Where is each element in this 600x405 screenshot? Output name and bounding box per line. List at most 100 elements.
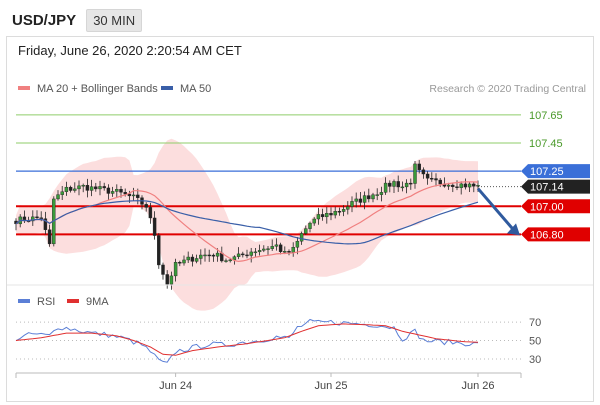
legend-swatch-rsi bbox=[18, 299, 30, 303]
bollinger-bands bbox=[16, 138, 478, 311]
candle-body bbox=[404, 182, 409, 188]
candle-body bbox=[157, 235, 161, 266]
candle-body bbox=[152, 217, 157, 236]
candle-body bbox=[375, 194, 379, 196]
candle-body bbox=[341, 209, 346, 212]
current-price-tag-bg bbox=[521, 179, 590, 194]
candlesticks bbox=[14, 160, 480, 290]
candle-body bbox=[186, 256, 190, 261]
candle-body bbox=[446, 184, 451, 187]
legend-label-rsi: RSI bbox=[37, 296, 55, 308]
candle-body bbox=[241, 253, 245, 256]
chart-panel bbox=[6, 36, 594, 402]
projection-arrow-head bbox=[507, 223, 520, 236]
current-price-tag-label: 107.14 bbox=[530, 182, 564, 194]
candle-body bbox=[115, 189, 119, 192]
candle-body bbox=[94, 186, 98, 190]
bollinger-band-area bbox=[16, 138, 478, 311]
candle-body bbox=[228, 259, 232, 262]
moving-averages bbox=[15, 181, 520, 263]
candle-body bbox=[459, 183, 463, 188]
candle-body bbox=[362, 195, 367, 203]
candle-body bbox=[295, 240, 300, 248]
candle-body bbox=[455, 186, 459, 188]
timestamp: Friday, June 26, 2020 2:20:54 AM CET bbox=[18, 43, 242, 58]
candle-body bbox=[312, 218, 316, 224]
candle-body bbox=[409, 182, 413, 185]
x-tick-label-2: Jun 25 bbox=[314, 380, 347, 392]
support-tag-2-bg bbox=[521, 227, 590, 242]
support-tag-1-bg bbox=[521, 199, 590, 214]
ma50-line bbox=[15, 200, 479, 245]
candle-body bbox=[102, 186, 106, 189]
candle-body bbox=[274, 244, 279, 247]
symbol-title: USD/JPY bbox=[12, 11, 77, 29]
candle-body bbox=[249, 251, 253, 256]
legend-label-ma20: MA 20 + Bollinger Bands bbox=[37, 83, 158, 95]
candle-body bbox=[367, 195, 371, 200]
candle-body bbox=[278, 244, 283, 252]
candle-body bbox=[253, 251, 258, 254]
candle-body bbox=[287, 251, 291, 253]
candle-body bbox=[224, 260, 228, 262]
candle-body bbox=[417, 163, 421, 171]
legend-swatch-ma50 bbox=[161, 86, 173, 90]
candle-body bbox=[64, 186, 69, 192]
candle-body bbox=[270, 246, 274, 249]
legend-swatch-9ma bbox=[67, 299, 79, 303]
candle-body bbox=[43, 218, 48, 230]
candle-body bbox=[190, 256, 195, 262]
candle-body bbox=[463, 183, 468, 188]
candle-body bbox=[438, 179, 442, 185]
candle-body bbox=[316, 214, 321, 220]
candle-body bbox=[299, 233, 304, 242]
candle-body bbox=[31, 216, 35, 222]
candle-body bbox=[257, 250, 262, 253]
pivot-tag-bg bbox=[521, 164, 590, 179]
support-tag-2-label: 106.80 bbox=[530, 229, 564, 241]
legend-label-9ma: 9MA bbox=[86, 296, 109, 308]
candle-body bbox=[451, 184, 455, 187]
candle-body bbox=[85, 184, 90, 191]
candle-body bbox=[379, 192, 384, 195]
candle-body bbox=[430, 178, 434, 180]
candle-body bbox=[182, 259, 186, 264]
candle-body bbox=[199, 254, 203, 259]
candle-body bbox=[467, 183, 472, 188]
candle-body bbox=[392, 181, 396, 187]
candle-body bbox=[236, 253, 241, 257]
candle-body bbox=[89, 186, 94, 191]
x-axis: Jun 24 Jun 25 Jun 26 bbox=[15, 373, 522, 392]
resistance-label-1: 107.65 bbox=[529, 110, 563, 122]
candle-body bbox=[106, 187, 111, 194]
price-tags: 107.25 107.14 107.00 106.80 bbox=[521, 164, 590, 242]
resistance-label-2: 107.45 bbox=[529, 138, 563, 150]
candle-body bbox=[371, 194, 375, 200]
x-tick-label-1: Jun 24 bbox=[159, 380, 192, 392]
candle-body bbox=[346, 206, 350, 210]
candle-body bbox=[400, 186, 405, 189]
credit-text: Research © 2020 Trading Central bbox=[429, 83, 586, 95]
candle-body bbox=[136, 194, 140, 198]
x-tick-label-3: Jun 26 bbox=[461, 380, 494, 392]
candle-body bbox=[421, 169, 426, 175]
candle-body bbox=[396, 181, 400, 188]
candle-body bbox=[194, 258, 199, 262]
rsi-panel: 70 50 30 bbox=[15, 317, 541, 366]
candle-body bbox=[308, 222, 312, 229]
candle-body bbox=[215, 252, 220, 257]
candle-body bbox=[68, 186, 73, 191]
candle-body bbox=[98, 186, 102, 190]
candle-body bbox=[333, 211, 337, 216]
candle-body bbox=[173, 262, 178, 277]
candle-body bbox=[262, 248, 266, 251]
candle-body bbox=[358, 198, 363, 203]
candle-body bbox=[245, 254, 249, 257]
support-tag-1-label: 107.00 bbox=[530, 201, 564, 213]
projection-arrow-shaft bbox=[476, 187, 516, 232]
timeframe-badge[interactable]: 30 MIN bbox=[86, 8, 143, 32]
candle-body bbox=[148, 207, 153, 219]
candle-body bbox=[329, 213, 333, 216]
candle-body bbox=[413, 163, 417, 184]
candle-body bbox=[119, 189, 123, 193]
